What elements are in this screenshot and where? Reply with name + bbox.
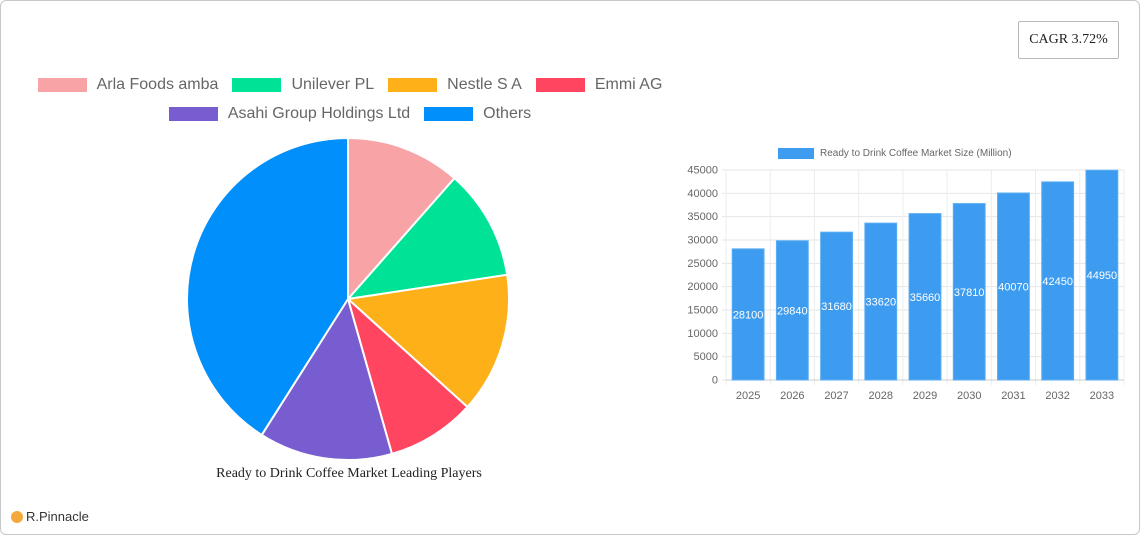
legend-item-asahi[interactable]: Asahi Group Holdings Ltd — [168, 105, 411, 123]
bar-2028[interactable] — [864, 222, 898, 381]
y-tick-label: 5000 — [694, 351, 718, 363]
x-tick-label: 2028 — [869, 390, 893, 402]
legend-item-others[interactable]: Others — [424, 105, 531, 123]
legend-swatch — [535, 78, 585, 92]
pie-chart — [186, 136, 510, 461]
x-tick-label: 2031 — [1001, 390, 1025, 402]
pie-slice-nestle-s-a[interactable] — [345, 273, 510, 409]
y-tick-label: 45000 — [687, 165, 718, 177]
y-tick-label: 25000 — [687, 258, 718, 270]
pie-slice-emmi-ag[interactable] — [346, 295, 469, 456]
bar-value-label: 29840 — [777, 305, 808, 317]
legend-label: Others — [483, 105, 532, 122]
legend-swatch — [424, 107, 474, 121]
legend-label: Emmi AG — [594, 76, 663, 93]
legend-label: Nestle S A — [447, 76, 522, 93]
bar-legend[interactable]: Ready to Drink Coffee Market Size (Milli… — [778, 148, 1012, 159]
bar-chart: 0 5000 10000 15000 20000 25000 30000 35000 40000… — [687, 165, 1125, 402]
pie-chart-title: Ready to Drink Coffee Market Leading Pla… — [216, 466, 482, 481]
pie-slice-unilever-pl[interactable] — [345, 176, 509, 301]
x-tick-label: 2029 — [913, 390, 937, 402]
x-tick-label: 2025 — [736, 390, 760, 402]
bar-value-label: 44950 — [1087, 270, 1118, 282]
x-tick-label: 2030 — [957, 390, 981, 402]
x-tick-label: 2032 — [1045, 390, 1069, 402]
bar-2026[interactable] — [775, 240, 809, 381]
legend-item-arla[interactable]: Arla Foods amba — [37, 76, 219, 94]
bar-value-label: 35660 — [910, 292, 941, 304]
legend-label: Ready to Drink Coffee Market Size (Milli… — [820, 148, 1012, 159]
bar-2032[interactable] — [1041, 181, 1075, 381]
bar-2033[interactable] — [1085, 169, 1119, 381]
legend-item-emmi[interactable]: Emmi AG — [535, 76, 663, 94]
pie-slice-asahi-group-holdings-ltd[interactable] — [260, 296, 394, 461]
bar-2031[interactable] — [997, 192, 1030, 381]
legend-item-unilever[interactable]: Unilever PL — [232, 76, 374, 94]
legend-item-nestle[interactable]: Nestle S A — [388, 76, 522, 94]
pie-legend-row-2: Asahi Group Holdings Ltd Others — [0, 105, 700, 123]
x-tick-label: 2027 — [824, 390, 848, 402]
bar-value-label: 37810 — [954, 287, 985, 299]
legend-swatch — [37, 78, 87, 92]
bar-2025[interactable] — [731, 248, 765, 381]
bar-value-label: 28100 — [733, 309, 764, 321]
pie-slice-others[interactable] — [186, 136, 349, 437]
y-tick-label: 15000 — [687, 305, 718, 317]
x-tick-label: 2026 — [780, 390, 804, 402]
y-tick-label: 10000 — [687, 328, 718, 340]
logo-text: R.Pinnacle — [26, 509, 89, 524]
y-tick-label: 35000 — [687, 211, 718, 223]
bar-2030[interactable] — [952, 203, 986, 381]
brand-logo: R.Pinnacle — [11, 509, 89, 524]
y-tick-label: 20000 — [687, 281, 718, 293]
y-tick-label: 0 — [712, 375, 718, 387]
y-tick-label: 30000 — [687, 235, 718, 247]
legend-swatch — [168, 107, 218, 121]
bar-2027[interactable] — [820, 231, 853, 381]
pie-legend-row-1: Arla Foods amba Unilever PL Nestle S A E… — [0, 76, 700, 94]
legend-swatch — [232, 78, 282, 92]
bar-value-label: 33620 — [865, 297, 896, 309]
legend-label: Asahi Group Holdings Ltd — [227, 105, 411, 122]
bar-value-label: 42450 — [1042, 276, 1073, 288]
bar-value-label: 40070 — [998, 282, 1029, 294]
x-tick-label: 2033 — [1090, 390, 1114, 402]
cagr-badge: CAGR 3.72% — [1018, 21, 1119, 59]
logo-icon — [11, 510, 23, 523]
legend-swatch — [778, 148, 814, 159]
legend-swatch — [388, 78, 438, 92]
legend-label: Unilever PL — [291, 76, 375, 93]
bar-value-label: 31680 — [821, 301, 852, 313]
legend-label: Arla Foods amba — [96, 76, 219, 93]
pie-slice-arla-foods-amba[interactable] — [347, 136, 456, 302]
bar-2029[interactable] — [908, 213, 942, 381]
y-tick-label: 40000 — [687, 188, 718, 200]
